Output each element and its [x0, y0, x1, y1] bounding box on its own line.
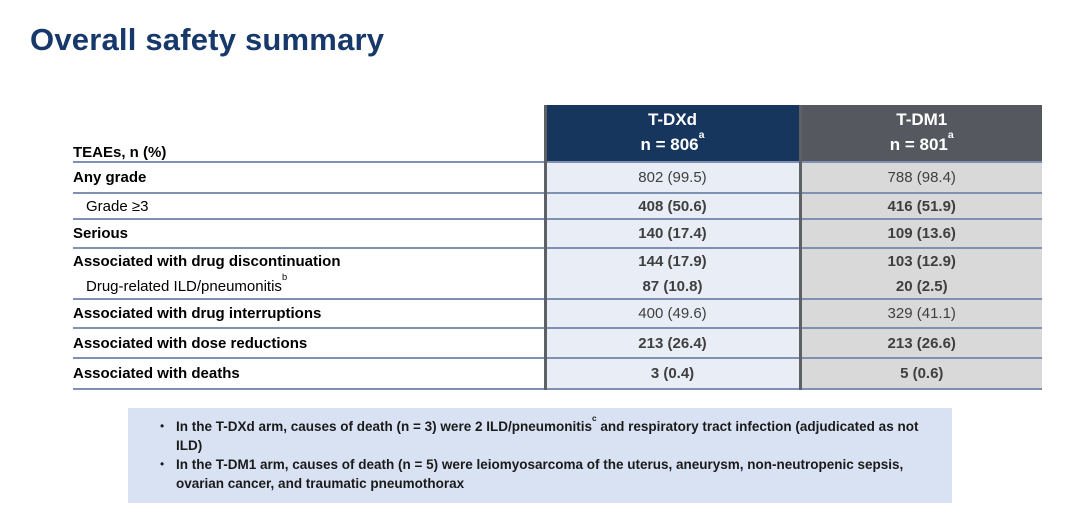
tdxd-value: 87 (10.8)	[543, 274, 800, 300]
table-row: Any grade 802 (99.5) 788 (98.4)	[73, 162, 1042, 194]
tdm1-value: 416 (51.9)	[798, 193, 1042, 220]
table-row: Associated with dose reductions 213 (26.…	[73, 328, 1042, 359]
note-bullet: • In the T-DM1 arm, causes of death (n =…	[160, 455, 934, 493]
bullet-icon: •	[160, 419, 165, 433]
page-title: Overall safety summary	[30, 22, 385, 57]
tdm1-value: 103 (12.9)	[798, 248, 1042, 274]
column-title: T-DXd	[647, 110, 698, 130]
tdm1-value: 5 (0.6)	[798, 358, 1042, 390]
tdxd-value: 140 (17.4)	[543, 219, 800, 249]
tdxd-value: 400 (49.6)	[543, 299, 800, 329]
column-header-tdxd: T-DXd n = 806a	[543, 105, 800, 163]
tdxd-value: 408 (50.6)	[543, 193, 800, 220]
row-label: Drug-related ILD/pneumonitisb	[73, 271, 545, 300]
tdm1-value: 213 (26.6)	[798, 328, 1042, 359]
notes-box: • In the T-DXd arm, causes of death (n =…	[128, 408, 952, 503]
column-n: n = 801a	[889, 129, 954, 154]
bullet-icon: •	[160, 457, 165, 471]
tdxd-value: 802 (99.5)	[543, 162, 800, 194]
tdxd-value: 144 (17.9)	[543, 248, 800, 274]
corner-label: TEAEs, n (%)	[73, 105, 545, 163]
tdxd-value: 3 (0.4)	[543, 358, 800, 390]
row-label: Any grade	[73, 162, 545, 194]
row-label: Associated with dose reductions	[73, 328, 545, 359]
tdm1-value: 109 (13.6)	[798, 219, 1042, 249]
tdm1-value: 20 (2.5)	[798, 274, 1042, 300]
tdm1-value: 788 (98.4)	[798, 162, 1042, 194]
table-row: Serious 140 (17.4) 109 (13.6)	[73, 219, 1042, 249]
corner-label-text: TEAEs, n (%)	[73, 144, 167, 161]
superscript-b: b	[281, 271, 288, 282]
tdxd-value: 213 (26.4)	[543, 328, 800, 359]
table-row: Associated with deaths 3 (0.4) 5 (0.6)	[73, 358, 1042, 390]
note-bullet: • In the T-DXd arm, causes of death (n =…	[160, 413, 934, 455]
row-label: Associated with drug discontinuation	[73, 248, 545, 274]
note-text: In the T-DXd arm, causes of death (n = 3…	[176, 413, 919, 453]
superscript-c: c	[591, 413, 597, 424]
row-label: Associated with drug interruptions	[73, 299, 545, 329]
table-row: Associated with drug discontinuation 144…	[73, 248, 1042, 274]
note-text: In the T-DM1 arm, causes of death (n = 5…	[176, 457, 904, 491]
table-header-row: TEAEs, n (%) T-DXd n = 806a T-DM1 n = 80…	[73, 105, 1042, 163]
row-label: Serious	[73, 219, 545, 249]
row-label: Associated with deaths	[73, 358, 545, 390]
column-title: T-DM1	[896, 110, 948, 130]
superscript-a: a	[698, 129, 705, 142]
row-label: Grade ≥3	[73, 193, 545, 220]
column-header-tdm1: T-DM1 n = 801a	[798, 105, 1042, 163]
table-row: Drug-related ILD/pneumonitisb 87 (10.8) …	[73, 271, 1042, 300]
superscript-a: a	[947, 129, 954, 142]
table-row: Associated with drug interruptions 400 (…	[73, 299, 1042, 329]
column-n: n = 806a	[640, 129, 705, 154]
safety-summary-table: TEAEs, n (%) T-DXd n = 806a T-DM1 n = 80…	[73, 105, 1042, 390]
tdm1-value: 329 (41.1)	[798, 299, 1042, 329]
table-row: Grade ≥3 408 (50.6) 416 (51.9)	[73, 193, 1042, 220]
